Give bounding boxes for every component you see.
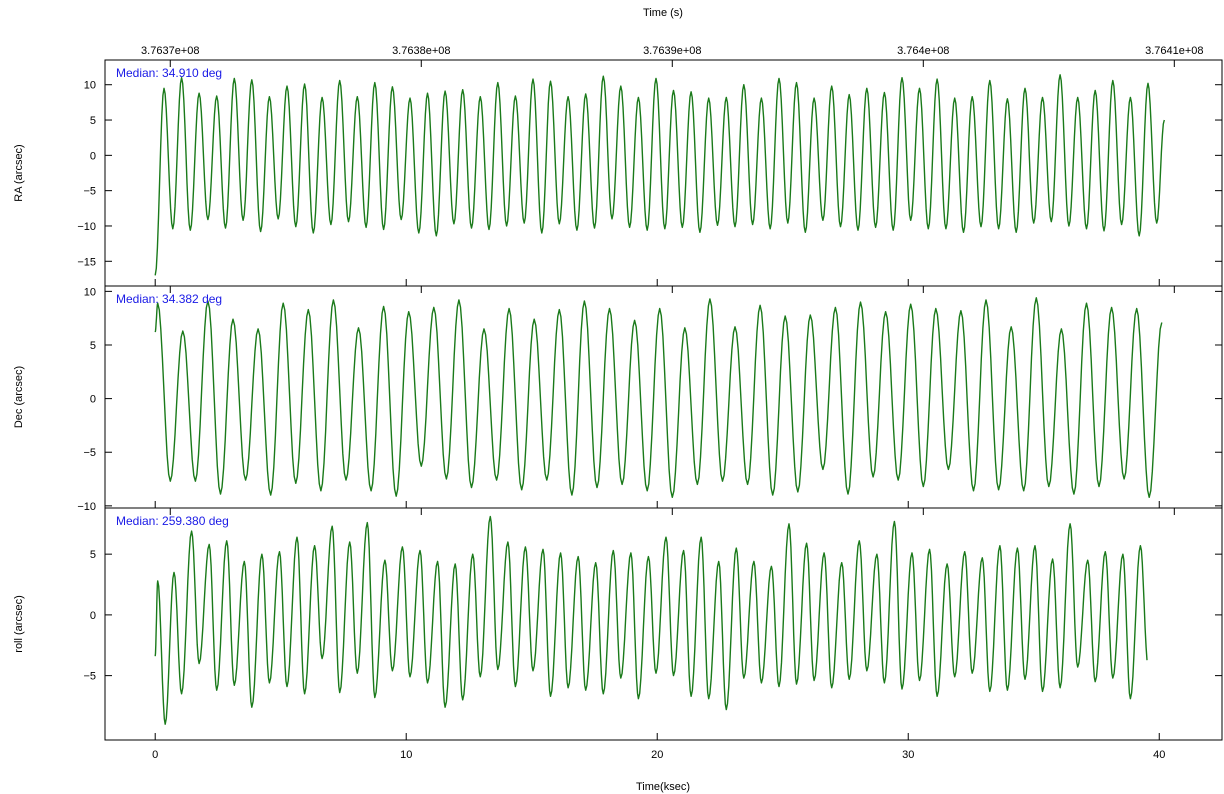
y-tick-label: 5	[90, 549, 96, 561]
y-tick-label: −5	[83, 447, 96, 459]
series-line-dec	[154, 297, 1163, 498]
median-label: Median: 34.910 deg	[116, 66, 222, 80]
panel-roll: 5 0 −5 roll (arcsec) Median: 259.380 deg	[13, 507, 1223, 741]
series-line-roll	[154, 515, 1148, 725]
median-label: Median: 34.382 deg	[116, 292, 222, 306]
top-axis-title: Time (s)	[643, 7, 683, 19]
x-tick-label: 30	[902, 749, 914, 761]
y-tick-label: 0	[90, 150, 96, 162]
x-tick-label: 10	[400, 749, 412, 761]
y-tick-label: −10	[77, 221, 96, 233]
median-label: Median: 259.380 deg	[116, 514, 229, 528]
panel-dec: 10 5 0 −5 −10 Dec (arcsec) Median: 34.382 deg	[13, 285, 1223, 513]
y-axis-title: Dec (arcsec)	[13, 366, 25, 428]
y-axis-title: RA (arcsec)	[13, 144, 25, 201]
x-tick-label: 0	[152, 749, 158, 761]
series-line-ra	[154, 74, 1165, 276]
y-tick-label: −5	[83, 186, 96, 198]
top-axis-tick-label: 3.7641e+08	[1145, 45, 1203, 57]
y-tick-label: −15	[77, 256, 96, 268]
y-tick-label: 0	[90, 610, 96, 622]
top-axis-tick-label: 3.764e+08	[897, 45, 949, 57]
panels-layer: 10 5 0 −5 −10 −15 RA (arcsec) Median: 34.910 de…	[13, 45, 1223, 761]
y-tick-label: 0	[90, 394, 96, 406]
x-tick-label: 20	[651, 749, 663, 761]
panel-frame	[104, 507, 1223, 741]
top-axis-tick-label: 3.7638e+08	[392, 45, 450, 57]
y-axis-title: roll (arcsec)	[13, 595, 25, 652]
y-tick-label: −5	[83, 671, 96, 683]
panel-ra: 10 5 0 −5 −10 −15 RA (arcsec) Median: 34.910 de…	[13, 59, 1223, 287]
y-tick-label: 5	[90, 115, 96, 127]
y-tick-label: 5	[90, 340, 96, 352]
x-axis-title: Time(ksec)	[636, 781, 690, 793]
top-axis-tick-label: 3.7637e+08	[141, 45, 199, 57]
x-tick-label: 40	[1153, 749, 1165, 761]
top-axis-tick-label: 3.7639e+08	[643, 45, 701, 57]
y-tick-label: −10	[77, 501, 96, 513]
y-tick-label: 10	[84, 80, 96, 92]
y-tick-label: 10	[84, 286, 96, 298]
